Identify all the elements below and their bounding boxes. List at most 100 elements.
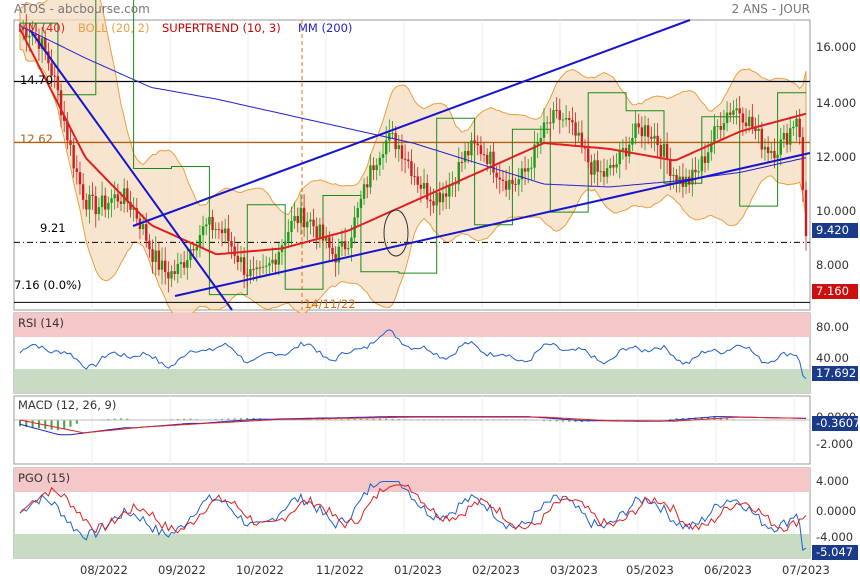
- candle-body: [208, 216, 211, 225]
- legend-ma40: MM (40): [18, 21, 66, 35]
- candle-body: [176, 263, 180, 274]
- candle-body: [473, 140, 476, 144]
- candle-body: [545, 122, 549, 124]
- candle-body: [315, 226, 318, 239]
- candle-body: [754, 127, 757, 131]
- candle-body: [145, 224, 148, 241]
- price-tick-10: 10.000: [816, 204, 857, 218]
- candle-body: [586, 148, 590, 163]
- candle-body: [309, 219, 312, 222]
- candle-body: [552, 110, 555, 124]
- level-low-label: 7.16 (0.0%): [14, 278, 82, 292]
- pgo-tick-minus4: -4.000: [816, 530, 854, 544]
- candle-body: [419, 184, 423, 189]
- candle-body: [634, 123, 637, 138]
- legend-boll: BOLL (20, 2): [78, 21, 150, 35]
- candle-body: [662, 143, 666, 157]
- level-top-label: 14.70: [20, 73, 53, 87]
- candle-body: [296, 216, 299, 224]
- candle-body: [186, 260, 189, 268]
- candle-body: [454, 183, 457, 185]
- candle-body: [189, 249, 192, 261]
- rsi-last-tag: 17.692: [812, 366, 858, 381]
- candle-body: [602, 171, 606, 177]
- candle-body: [426, 182, 429, 200]
- candle-body: [337, 246, 341, 263]
- candle-body: [302, 207, 306, 228]
- candle-body: [277, 252, 281, 265]
- x-label-05-2023: 05/2023: [626, 563, 674, 577]
- trend-line-up-channel-top: [132, 19, 691, 227]
- candle-body: [205, 224, 208, 227]
- candle-body: [792, 126, 795, 129]
- candle-body: [236, 255, 240, 263]
- candle-body: [489, 151, 492, 165]
- candle-body: [265, 265, 268, 267]
- candle-body: [400, 145, 404, 159]
- candle-body: [580, 132, 584, 147]
- highlight-ellipse: [383, 209, 409, 257]
- candle-body: [88, 194, 91, 210]
- candle-body: [271, 259, 274, 264]
- price-tick-8: 8.000: [816, 258, 849, 272]
- candle-body: [59, 90, 63, 116]
- candle-body: [508, 179, 511, 190]
- candle-body: [198, 235, 202, 247]
- candle-body: [738, 108, 741, 114]
- candle-body: [637, 123, 640, 128]
- candle-body: [410, 161, 413, 177]
- candle-body: [782, 132, 786, 140]
- candle-body: [167, 272, 170, 279]
- candle-body: [62, 115, 66, 121]
- low-price-tag: 7.160: [812, 284, 858, 299]
- chart-period: 2 ANS - JOUR: [731, 2, 810, 16]
- candle-body: [85, 199, 88, 210]
- event-date-label: 14/11/22: [304, 297, 356, 311]
- candle-body: [640, 127, 644, 137]
- candle-body: [312, 219, 315, 227]
- candle-body: [126, 188, 129, 202]
- candle-body: [179, 262, 183, 264]
- candle-body: [706, 152, 710, 163]
- x-label-06-2023: 06/2023: [704, 563, 752, 577]
- candle-body: [795, 118, 798, 127]
- candle-body: [599, 171, 603, 173]
- candle-body: [299, 207, 303, 224]
- candle-body: [476, 143, 479, 146]
- candle-body: [596, 160, 599, 172]
- x-label-09-2022: 09/2022: [158, 563, 206, 577]
- panel-frame-2: [13, 395, 811, 465]
- candle-body: [479, 145, 483, 155]
- candle-body: [214, 229, 217, 231]
- candle-body: [725, 112, 729, 124]
- candle-body: [375, 165, 378, 171]
- candle-body: [735, 108, 738, 111]
- candle-body: [498, 177, 502, 180]
- candle-body: [605, 168, 609, 177]
- candle-body: [785, 132, 789, 145]
- candle-body: [293, 216, 296, 221]
- candle-body: [252, 269, 255, 271]
- macd-title: MACD (12, 26, 9): [18, 398, 117, 412]
- candle-body: [741, 113, 745, 123]
- candle-body: [533, 144, 536, 168]
- candle-body: [230, 241, 233, 247]
- candle-body: [350, 237, 353, 249]
- x-label-11-2022: 11/2022: [316, 563, 364, 577]
- x-label-07-2023: 07/2023: [782, 563, 830, 577]
- candle-body: [485, 154, 489, 165]
- candle-body: [141, 224, 145, 230]
- pgo-signal-line: [19, 484, 807, 534]
- candle-body: [223, 228, 227, 234]
- candle-body: [211, 216, 214, 230]
- candle-body: [757, 128, 760, 131]
- candle-body: [517, 179, 520, 185]
- candle-body: [391, 133, 394, 135]
- candle-body: [729, 112, 732, 115]
- candle-body: [564, 117, 568, 120]
- candle-body: [107, 202, 110, 210]
- candle-body: [334, 254, 337, 263]
- candle-body: [347, 248, 350, 250]
- candle-body: [110, 198, 113, 203]
